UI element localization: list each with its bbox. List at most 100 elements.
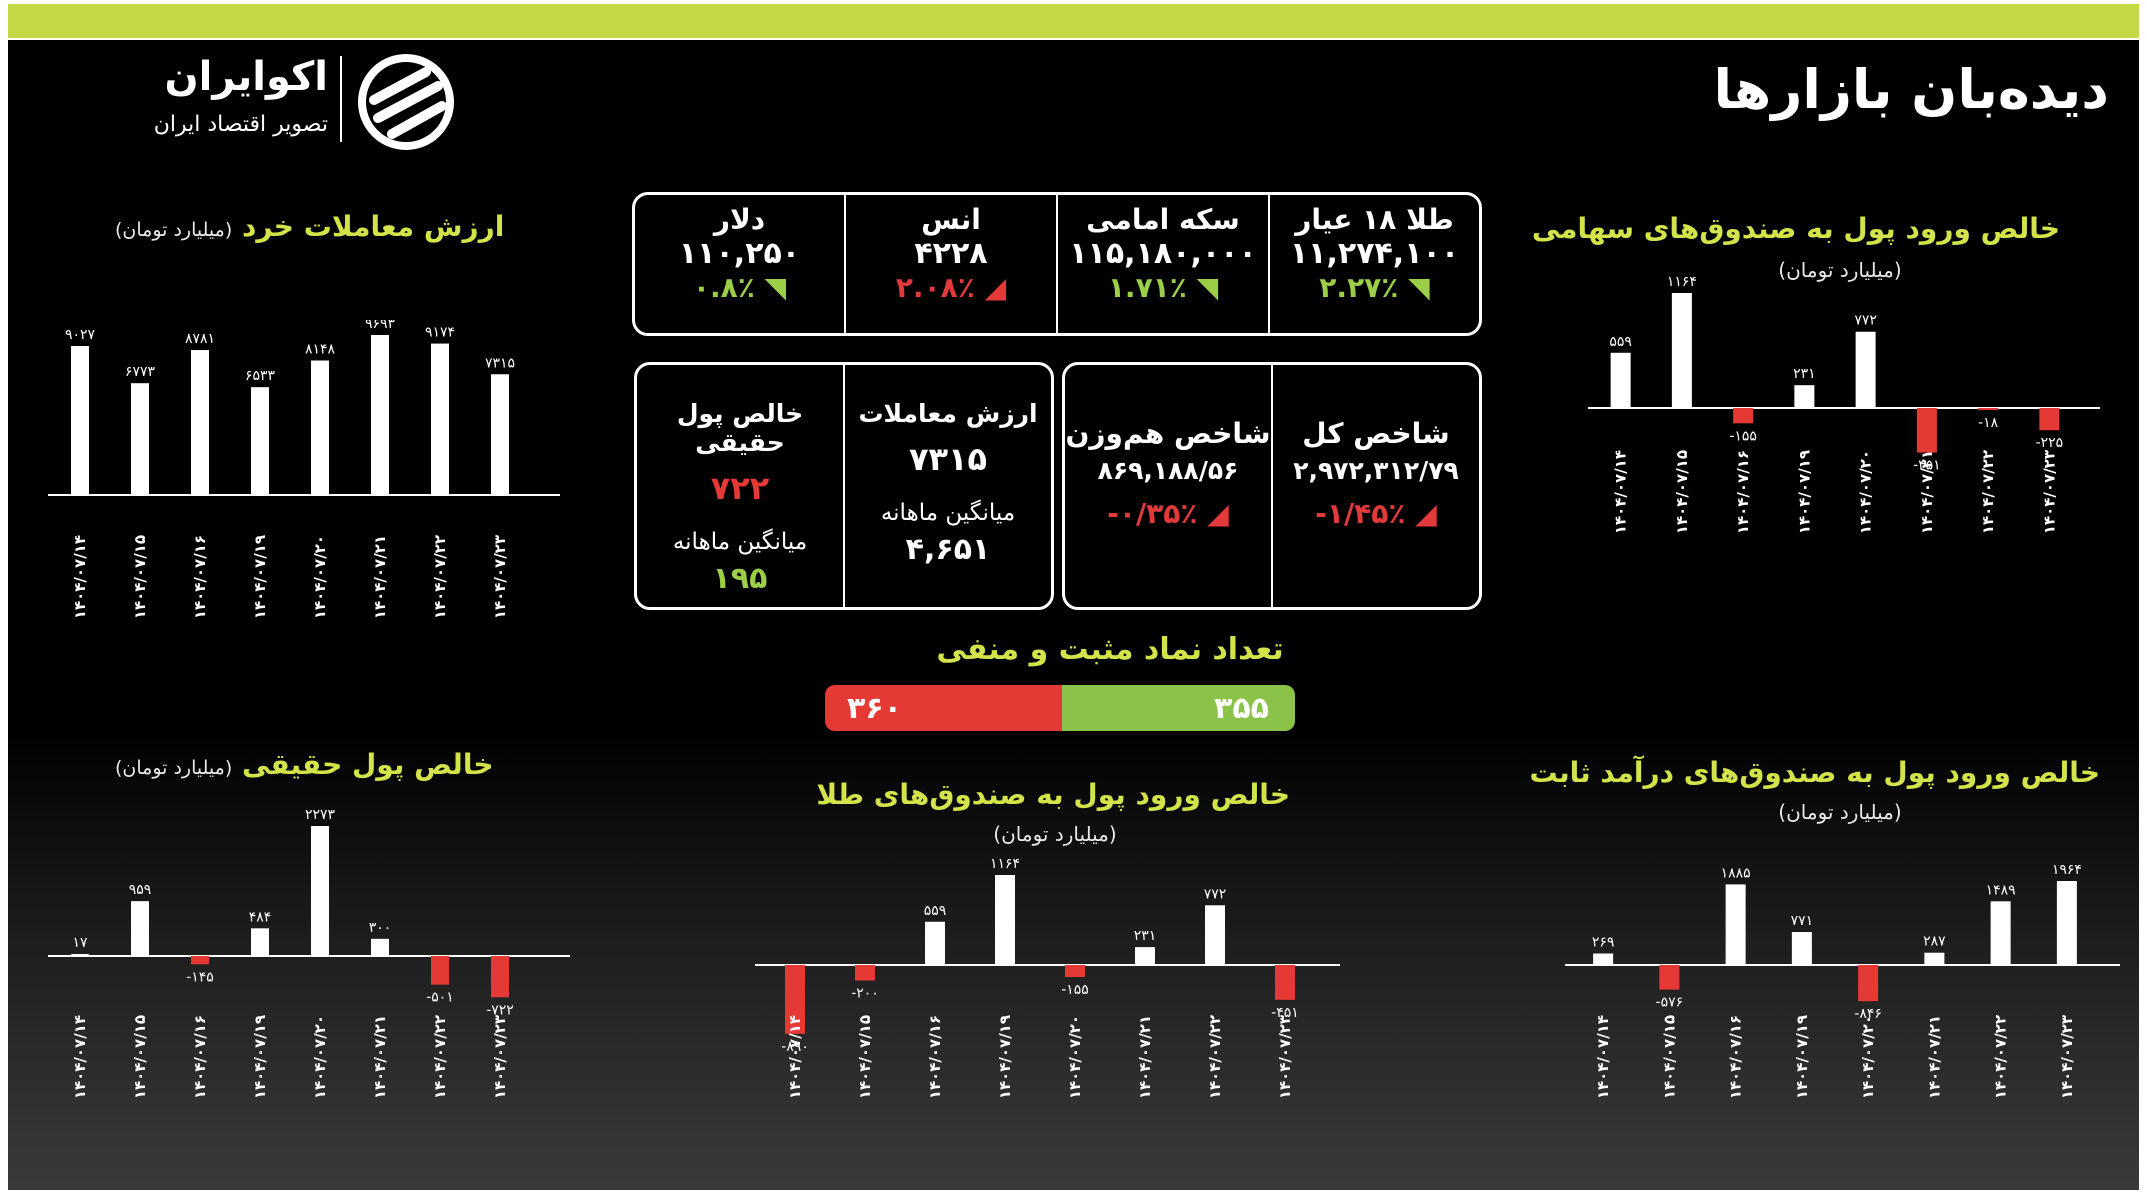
- data-label: ۲۳۱: [1134, 928, 1157, 944]
- data-label: -۱۴۵: [186, 969, 214, 985]
- bar: [1671, 293, 1692, 408]
- tick-label: ۱۴۰۴/۰۷/۱۹: [1795, 450, 1813, 534]
- tick-label: ۱۴۰۴/۰۷/۲۲: [1992, 1015, 2010, 1099]
- retail-title-text: ارزش معاملات خرد: [242, 210, 505, 243]
- bar: [1725, 884, 1746, 965]
- equal-weight-index-change: -۰/۳۵٪ ◢: [1065, 497, 1271, 530]
- bar: [1916, 408, 1937, 453]
- bar: [131, 383, 149, 495]
- ounce-change-text: ۲.۰۸٪: [895, 271, 975, 304]
- data-label: ۳۰۰: [369, 920, 392, 936]
- chart-unit-gold-funds: (میلیارد تومان): [993, 822, 1117, 846]
- data-label: -۴۵۱: [1271, 1005, 1299, 1021]
- dollar-change-text: ۰.۸٪: [692, 271, 755, 304]
- bar: [1794, 385, 1815, 408]
- bar: [311, 360, 329, 495]
- positive-count: ۳۵۵: [1214, 690, 1269, 726]
- data-label: -۸۴۶: [1854, 1006, 1882, 1022]
- data-label: ۴۸۴: [249, 909, 272, 925]
- tick-label: ۱۴۰۴/۰۷/۱۶: [926, 1015, 944, 1099]
- bar: [191, 350, 209, 495]
- data-label: ۷۷۱: [1791, 913, 1814, 929]
- tick-label: ۱۴۰۴/۰۷/۱۴: [71, 1015, 89, 1099]
- tick-label: ۱۴۰۴/۰۷/۱۶: [191, 535, 209, 619]
- retail-chart: ۹۰۲۷ ۱۴۰۴/۰۷/۱۴ ۶۷۷۳ ۱۴۰۴/۰۷/۱۵ ۸۷۸۱ ۱۴۰۴/۰۷/…: [48, 320, 560, 619]
- data-label: -۸۹۰: [781, 1039, 809, 1055]
- equal-weight-index-value: ۸۶۹,۱۸۸/۵۶: [1097, 456, 1239, 485]
- bar: [1855, 331, 1876, 408]
- bar: [785, 965, 805, 1034]
- tick-label: ۱۴۰۴/۰۷/۱۵: [131, 535, 149, 619]
- bar: [311, 826, 329, 956]
- real-money-unit: (میلیارد تومان): [115, 757, 233, 779]
- tick-label: ۱۴۰۴/۰۷/۱۴: [786, 1015, 804, 1099]
- trade-board: خالص پول حقیقی ۷۲۲ میانگین ماهانه ۱۹۵ ار…: [634, 362, 1054, 610]
- data-label: ۱۹۶۴: [2052, 862, 2082, 878]
- data-label: -۱۵۵: [1729, 428, 1757, 444]
- main-index-change: -۱/۴۵٪ ◢: [1273, 497, 1479, 530]
- bar: [71, 954, 89, 956]
- real-money-card: خالص پول حقیقی ۷۲۲ میانگین ماهانه ۱۹۵: [637, 399, 843, 596]
- bar: [71, 345, 89, 495]
- equal-weight-index-label: شاخص هم‌وزن: [1065, 417, 1271, 450]
- down-arrow-icon: ◢: [1415, 497, 1437, 530]
- tick-label: ۱۴۰۴/۰۷/۲۲: [1979, 450, 1997, 534]
- data-label: ۷۷۲: [1854, 313, 1877, 329]
- tick-label: ۱۴۰۴/۰۷/۲۰: [1859, 1015, 1877, 1099]
- gold-label: طلا ۱۸ عیار: [1295, 203, 1454, 236]
- coin-label: سکه امامی: [1086, 203, 1240, 236]
- bar: [1733, 408, 1754, 424]
- bar: [491, 956, 509, 998]
- up-arrow-icon: ◥: [1408, 271, 1430, 304]
- data-label: ۹۱۷۴: [425, 325, 455, 341]
- data-label: ۷۳۱۵: [485, 355, 515, 371]
- data-label: ۹۶۹۳: [365, 320, 396, 332]
- trade-value-avg: ۴,۶۵۱: [905, 532, 991, 567]
- dollar-label: دلار: [713, 203, 766, 236]
- bar: [431, 343, 449, 495]
- price-card-coin: سکه امامی ۱۱۵,۱۸۰,۰۰۰ ۱.۷۱٪ ◥: [1058, 203, 1268, 304]
- tick-label: ۱۴۰۴/۰۷/۲۰: [311, 1015, 329, 1099]
- chart-title-equity: خالص ورود پول به صندوق‌های سهامی: [1531, 212, 2060, 245]
- bar: [1275, 965, 1295, 1000]
- coin-change: ۱.۷۱٪ ◥: [1058, 271, 1268, 304]
- data-label: ۷۷۲: [1204, 886, 1227, 902]
- logo-tagline: تصویر اقتصاد ایران: [153, 112, 328, 137]
- real-money-avg-label: میانگین ماهانه: [672, 529, 808, 555]
- price-divider: [1056, 195, 1058, 333]
- gold-value: ۱۱,۲۷۴,۱۰۰: [1289, 236, 1460, 271]
- bar: [2056, 881, 2077, 965]
- data-label: ۵۵۹: [1609, 334, 1632, 350]
- logo-mark-icon: [358, 54, 454, 150]
- chart-title-gold-funds: خالص ورود پول به صندوق‌های طلا: [816, 778, 1290, 811]
- tick-label: ۱۴۰۴/۰۷/۱۵: [1660, 1015, 1678, 1099]
- tick-label: ۱۴۰۴/۰۷/۲۲: [1206, 1015, 1224, 1099]
- bar: [371, 335, 389, 495]
- bar: [191, 956, 209, 965]
- fixed-income-chart: ۲۶۹ ۱۴۰۴/۰۷/۱۴ -۵۷۶ ۱۴۰۴/۰۷/۱۵ ۱۸۸۵ ۱۴۰۴/۰۷/۱…: [1565, 862, 2120, 1099]
- bar: [1924, 952, 1945, 965]
- main-index-label: شاخص کل: [1302, 417, 1450, 450]
- tick-label: ۱۴۰۴/۰۷/۲۲: [431, 535, 449, 619]
- bar: [491, 374, 509, 495]
- equity-chart: ۵۵۹ ۱۴۰۴/۰۷/۱۴ ۱۱۶۴ ۱۴۰۴/۰۷/۱۵ -۱۵۵ ۱۴۰۴/۰۷/۱…: [1588, 275, 2100, 534]
- chart-unit-equity: (میلیارد تومان): [1778, 258, 1902, 282]
- down-arrow-icon: ◢: [1207, 497, 1229, 530]
- bar: [1610, 352, 1631, 408]
- real-money-avg-value: ۱۹۵: [712, 561, 768, 596]
- bar: [1135, 947, 1155, 965]
- equal-weight-change-text: -۰/۳۵٪: [1107, 497, 1198, 530]
- tick-label: ۱۴۰۴/۰۷/۲۲: [431, 1015, 449, 1099]
- data-label: ۵۵۹: [924, 903, 947, 919]
- data-label: ۱۷: [72, 935, 88, 951]
- index-divider: [1271, 365, 1273, 607]
- data-label: ۶۵۳۳: [245, 368, 276, 384]
- chart-title-real-money: خالص پول حقیقی (میلیارد تومان): [115, 748, 494, 781]
- trade-divider: [843, 365, 845, 607]
- price-card-ounce: انس ۴۲۲۸ ۲.۰۸٪ ◢: [846, 203, 1056, 304]
- bar: [431, 956, 449, 985]
- count-title: تعداد نماد مثبت و منفی: [936, 632, 1284, 667]
- price-card-gold: طلا ۱۸ عیار ۱۱,۲۷۴,۱۰۰ ۲.۲۷٪ ◥: [1270, 203, 1479, 304]
- tick-label: ۱۴۰۴/۰۷/۲۱: [1925, 1015, 1943, 1099]
- page-title: دیده‌بان بازارها: [1713, 58, 2109, 121]
